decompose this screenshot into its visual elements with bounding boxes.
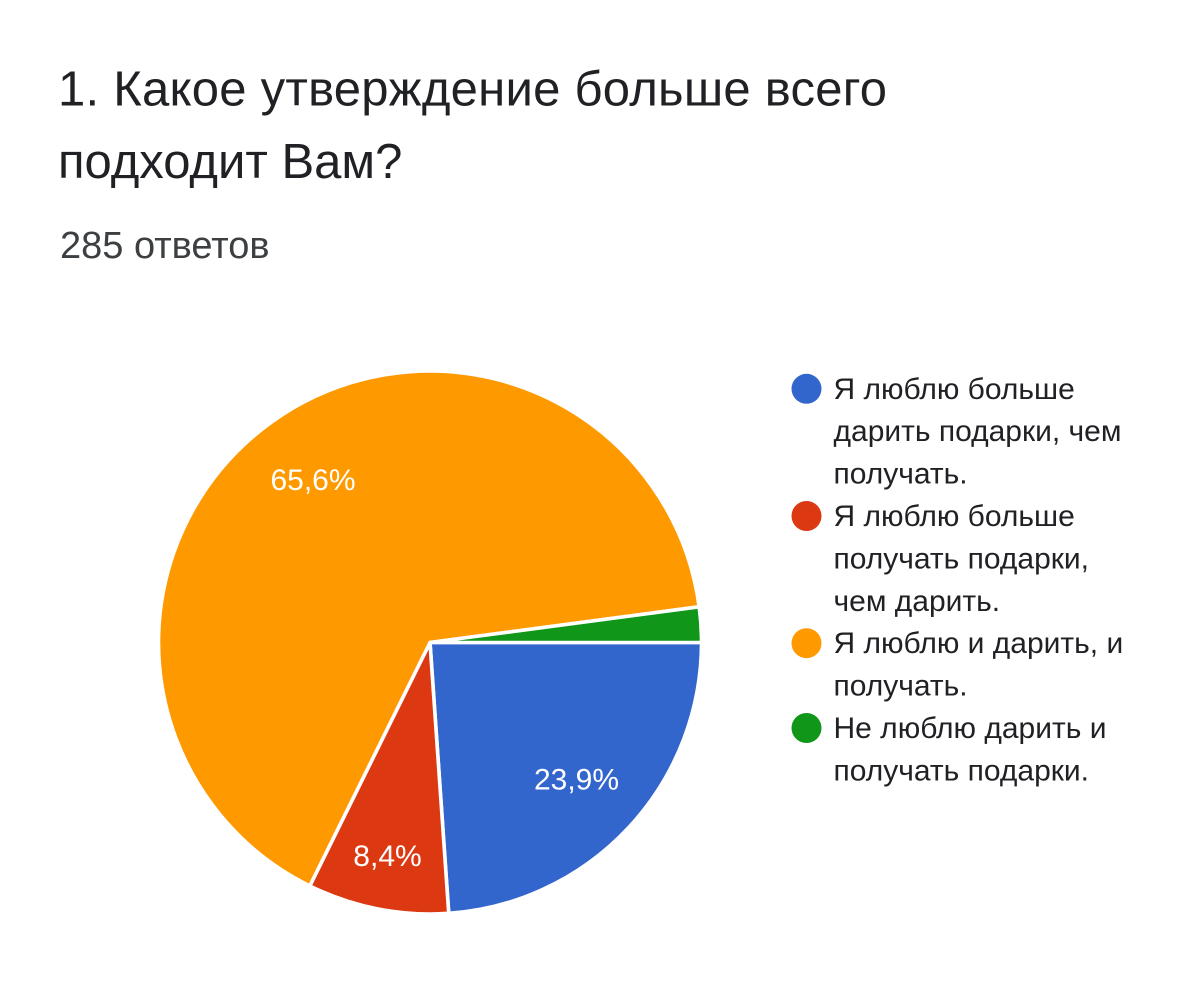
svg-text:8,4%: 8,4% (353, 840, 421, 873)
svg-text:чем дарить.: чем дарить. (834, 585, 1001, 618)
svg-text:получать подарки.: получать подарки. (834, 754, 1090, 787)
svg-text:Не люблю дарить и: Не люблю дарить и (834, 712, 1107, 745)
svg-text:получать.: получать. (834, 458, 968, 491)
svg-text:Я люблю и дарить, и: Я люблю и дарить, и (834, 627, 1124, 660)
svg-text:подходит Вам?: подходит Вам? (58, 135, 402, 189)
svg-text:получать.: получать. (834, 670, 968, 703)
svg-text:23,9%: 23,9% (534, 764, 619, 797)
svg-text:получать подарки,: получать подарки, (834, 542, 1090, 575)
svg-text:Я люблю больше: Я люблю больше (834, 500, 1075, 533)
svg-text:65,6%: 65,6% (270, 464, 355, 497)
svg-text:Я люблю больше: Я люблю больше (834, 373, 1075, 406)
svg-text:1. Какое утверждение больше вс: 1. Какое утверждение больше всего (58, 63, 887, 117)
svg-text:285 ответов: 285 ответов (60, 225, 270, 267)
svg-text:дарить подарки, чем: дарить подарки, чем (834, 415, 1122, 448)
